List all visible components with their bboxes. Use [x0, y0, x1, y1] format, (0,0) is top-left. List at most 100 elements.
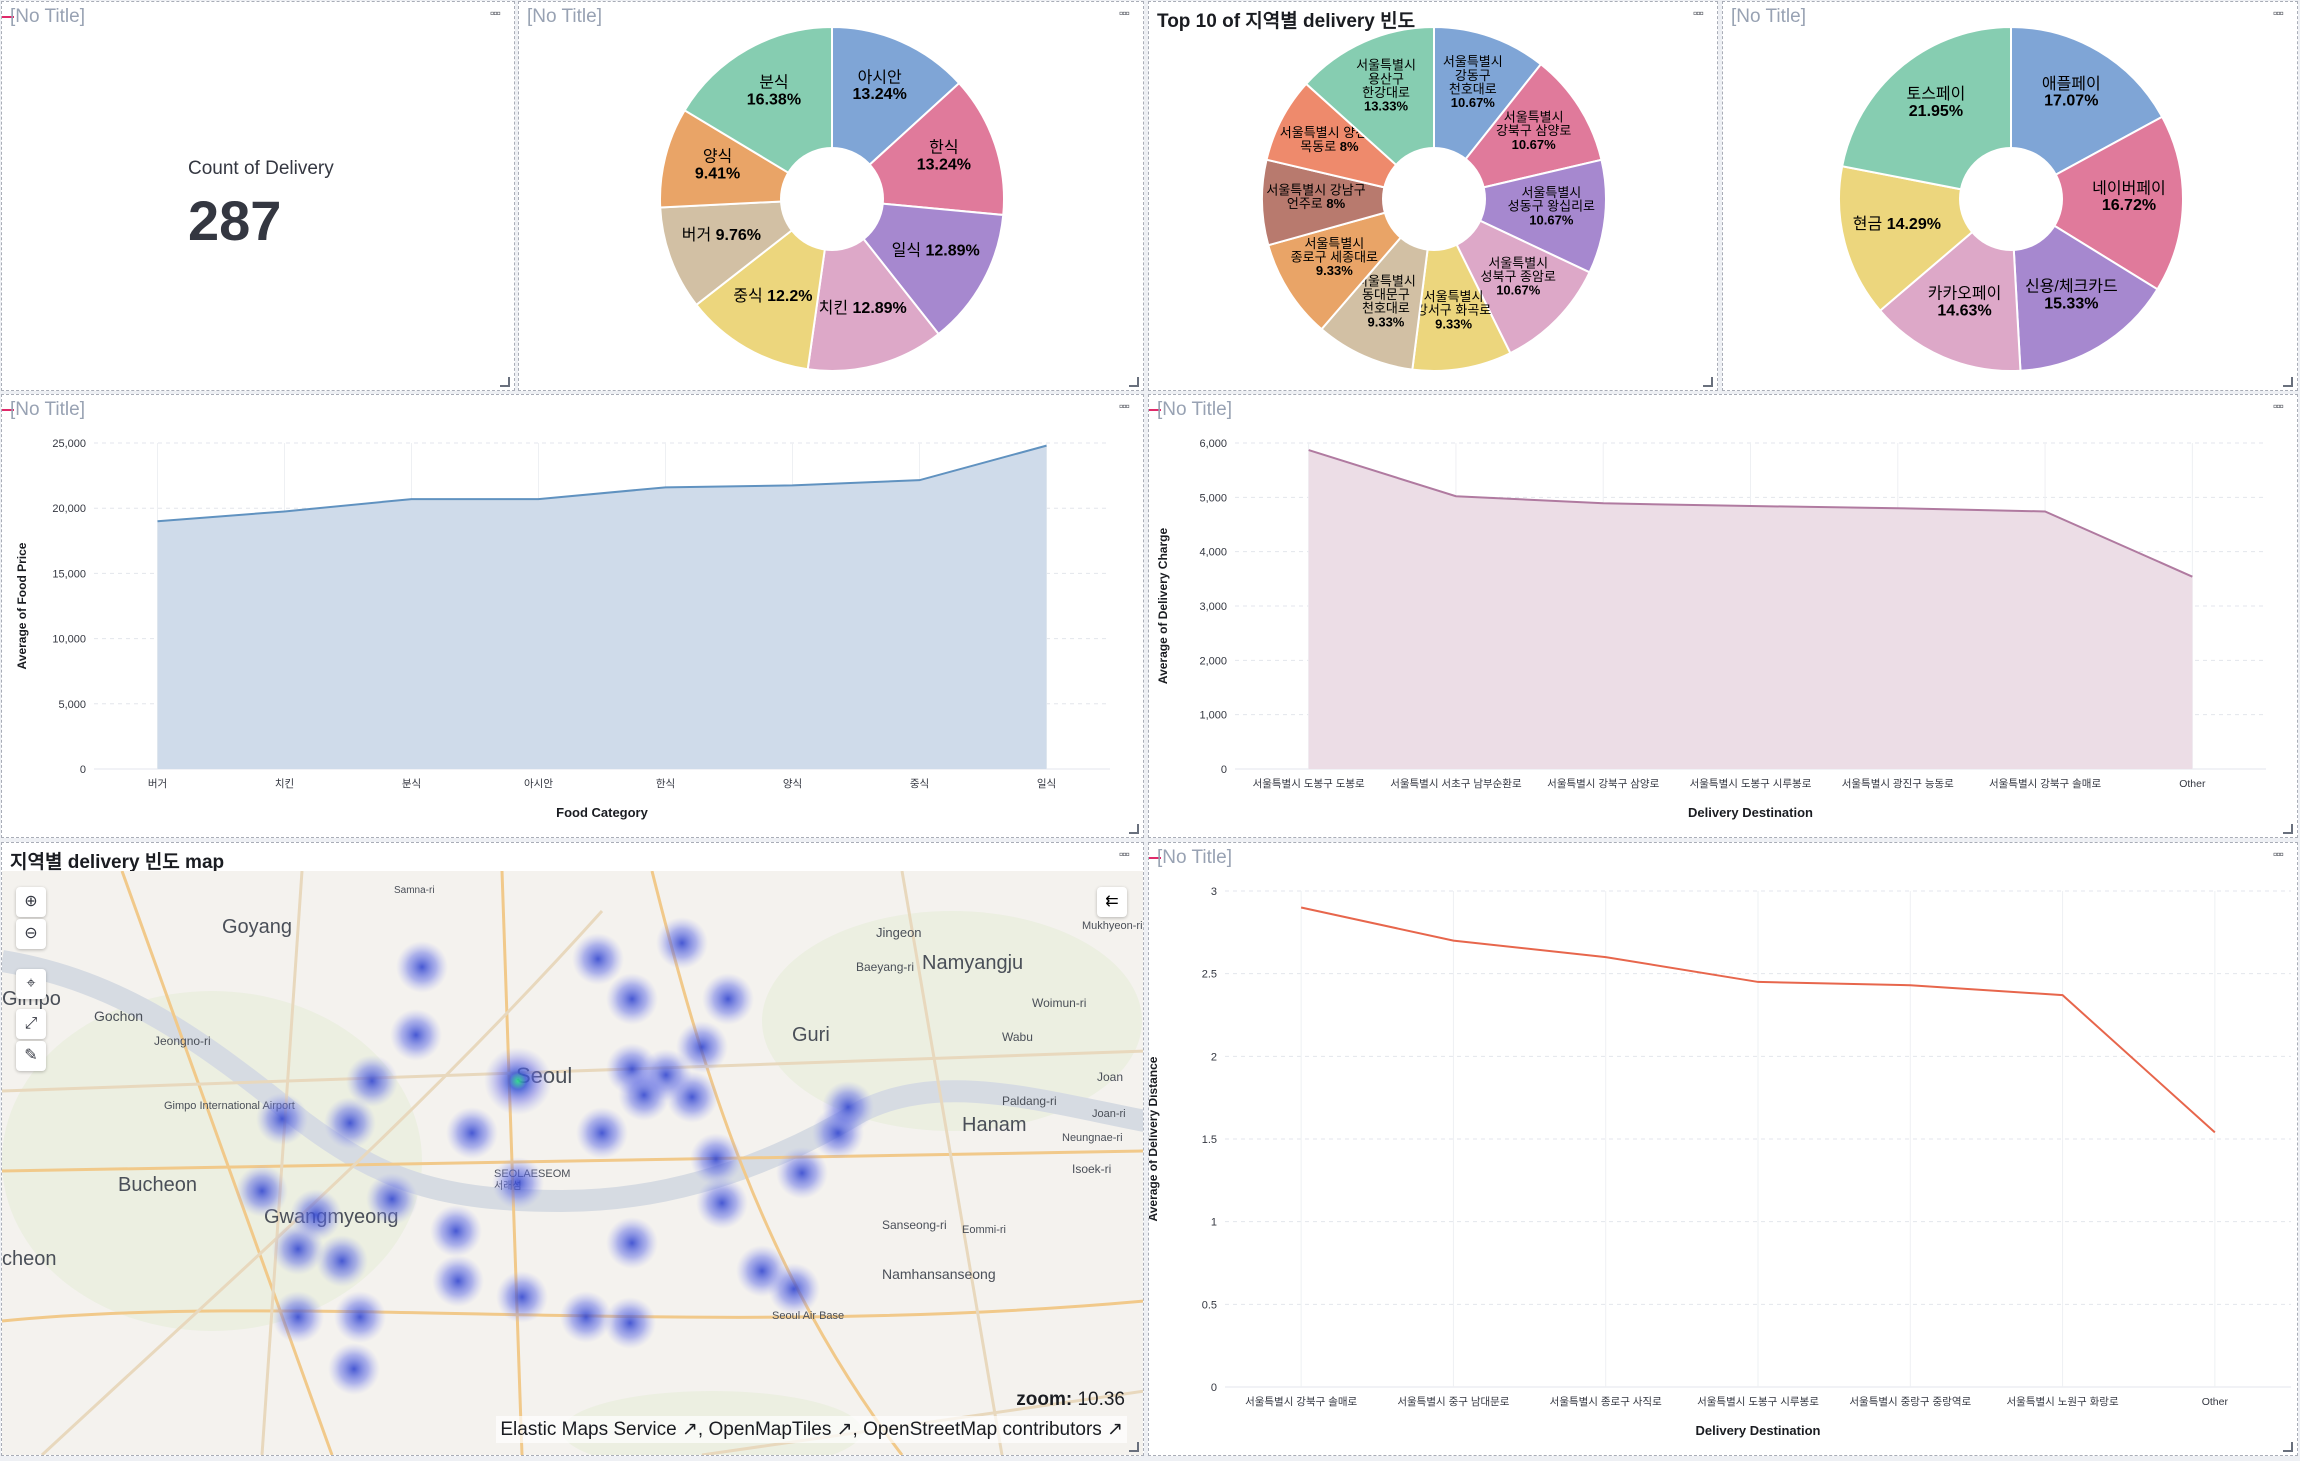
- line-distance-chart: 0 0.5 1 1.5 2 2.5 3 서울특별시 강북구 솔매로 서울특별시 중구 남대문로 서…: [1149, 886, 2291, 1438]
- panel-title: [No Title]: [10, 6, 85, 27]
- heat-point: [324, 1097, 376, 1149]
- attribution-link[interactable]: OpenMapTiles: [708, 1419, 832, 1440]
- panel-title: [No Title]: [1157, 847, 1232, 868]
- x-tick-label: 서울특별시 도봉구 시루봉로: [1697, 1396, 1819, 1408]
- pie-pay-panel: [No Title] ▫▫▫ 애플페이 17.07% 네이버페이 16.72% 신용/체…: [1722, 1, 2298, 391]
- zoom-out-button[interactable]: ⊖: [16, 919, 46, 949]
- area-charge-panel: [No Title] ▫▫▫ 0 1,000 2,000 3,000 4,000 5,00…: [1148, 394, 2298, 838]
- panel-options-button[interactable]: ▫▫▫: [1111, 848, 1137, 863]
- attribution-link[interactable]: OpenStreetMap contributors: [863, 1419, 1102, 1440]
- panel-options-button[interactable]: ▫▫▫: [1685, 7, 1711, 22]
- pie-slice: [683, 25, 833, 201]
- draw-tool-icon[interactable]: ✎: [16, 1041, 46, 1071]
- slice-label: 신용/체크카드 15.33%: [2025, 278, 2118, 313]
- resize-handle[interactable]: [1129, 377, 1139, 387]
- y-tick-label: 2.5: [1202, 969, 1217, 981]
- x-tick-label: 서울특별시 서초구 남부순환로: [1390, 778, 1522, 790]
- road: [900, 871, 1004, 1455]
- y-tick-label: 1: [1211, 1217, 1217, 1229]
- heat-point: [696, 1177, 748, 1229]
- legend-toggle-icon[interactable]: ⇇: [1097, 887, 1127, 917]
- slice-label: 중식 12.2%: [733, 287, 812, 305]
- panel-options-button[interactable]: ▫▫▫: [2265, 848, 2291, 863]
- place-label: Paldang-ri: [1002, 1094, 1057, 1108]
- panel-title: [No Title]: [1157, 399, 1232, 420]
- heat-point: [256, 1093, 308, 1145]
- x-tick-label: 치킨: [275, 778, 294, 790]
- donut-hole: [780, 147, 884, 251]
- attribution-link[interactable]: Elastic Maps Service: [500, 1419, 677, 1440]
- pie-slice: [2009, 115, 2184, 291]
- zoom-in-button[interactable]: ⊕: [16, 887, 46, 917]
- y-tick-label: 20,000: [52, 503, 86, 515]
- x-tick-label: 버거: [148, 778, 167, 790]
- place-label: Isoek-ri: [1072, 1162, 1111, 1176]
- line-distance-panel: [No Title] ▫▫▫ 0 0.5 1 1.5 2 2.5 3 서울특별시 강북구 솔매…: [1148, 842, 2298, 1456]
- resize-handle[interactable]: [2283, 1442, 2293, 1452]
- heat-point: [290, 1189, 342, 1241]
- metric-label: Count of Delivery: [188, 158, 334, 179]
- x-tick-label: 서울특별시 강북구 삼양로: [1547, 778, 1659, 790]
- heat-point: [560, 1291, 612, 1343]
- heat-point: [690, 1133, 742, 1185]
- x-tick-label: 서울특별시 도봉구 도봉로: [1253, 778, 1365, 790]
- resize-handle[interactable]: [500, 377, 510, 387]
- slice-label: 서울특별시 용산구 한강대로 13.33%: [1356, 58, 1416, 114]
- slice-label: 서울특별시 동대문구 천호대로 9.33%: [1356, 273, 1416, 329]
- place-label: Mukhyeon-ri: [1082, 920, 1143, 932]
- pie-food-panel: [No Title] ▫▫▫ 아시안 13.24% 한식 13.24% 일식 12.89…: [518, 1, 1144, 391]
- metric-panel: [No Title] ▫▫▫ Count of Delivery 287: [1, 1, 515, 391]
- measure-icon[interactable]: ⤢: [16, 1009, 46, 1039]
- heat-point: [606, 973, 658, 1025]
- heat-point: [618, 1069, 670, 1121]
- y-tick-label: 4,000: [1199, 547, 1227, 559]
- panel-accent: [1149, 857, 1161, 859]
- slice-label: 치킨 12.89%: [819, 299, 907, 317]
- heat-point: [272, 1291, 324, 1343]
- area-fill: [1308, 450, 2193, 769]
- resize-handle[interactable]: [1129, 824, 1139, 834]
- heat-point: [576, 1107, 628, 1159]
- panel-title: [No Title]: [1731, 6, 1806, 27]
- place-label: Wabu: [1002, 1030, 1033, 1044]
- panel-options-button[interactable]: ▫▫▫: [2265, 400, 2291, 415]
- heat-point: [496, 1271, 548, 1323]
- resize-handle[interactable]: [2283, 377, 2293, 387]
- slice-label: 네이버페이 16.72%: [2092, 179, 2166, 214]
- y-tick-label: 0: [1221, 764, 1227, 776]
- heat-point: [346, 1055, 398, 1107]
- heat-point: [484, 1047, 552, 1115]
- place-label: Guri: [792, 1024, 830, 1046]
- x-tick-label: 서울특별시 중랑구 중랑역로: [1849, 1396, 1971, 1408]
- heat-point: [432, 1255, 484, 1307]
- pie-region-panel: Top 10 of 지역별 delivery 빈도 ▫▫▫ 서울특별시 강동구 천호…: [1148, 1, 1718, 391]
- resize-handle[interactable]: [1129, 1442, 1139, 1452]
- resize-handle[interactable]: [1703, 377, 1713, 387]
- place-label: Hanam: [962, 1114, 1026, 1136]
- locate-icon[interactable]: ⌖: [16, 969, 46, 999]
- metric-value: 287: [188, 189, 282, 252]
- heatmap-map[interactable]: GoyangNamyangjuGuriSeoulHanamBucheonGwan…: [2, 871, 1144, 1455]
- heat-point: [604, 1297, 656, 1349]
- x-tick-label: 중식: [910, 778, 929, 790]
- y-axis-label: Average of Delivery Charge: [1156, 528, 1170, 685]
- slice-label: 서울특별시 성동구 왕십리로 10.67%: [1508, 185, 1595, 227]
- panel-options-button[interactable]: ▫▫▫: [1111, 7, 1137, 22]
- green-area: [762, 911, 1142, 1131]
- panel-title: Top 10 of 지역별 delivery 빈도: [1157, 11, 1416, 32]
- panel-options-button[interactable]: ▫▫▫: [482, 7, 508, 22]
- slice-label: 서울특별시 성북구 종암로 10.67%: [1481, 255, 1556, 297]
- panel-options-button[interactable]: ▫▫▫: [1111, 400, 1137, 415]
- panel-options-button[interactable]: ▫▫▫: [2265, 7, 2291, 22]
- y-tick-label: 5,000: [1199, 492, 1227, 504]
- y-tick-label: 6,000: [1199, 438, 1227, 450]
- pie-slice: [2009, 197, 2159, 372]
- pie-slice: [1840, 25, 2012, 201]
- resize-handle[interactable]: [2283, 824, 2293, 834]
- road: [2, 1149, 1143, 1173]
- place-label: Jingeon: [876, 925, 922, 940]
- slice-label: 아시안 13.24%: [853, 68, 907, 103]
- slice-label: 현금 14.29%: [1853, 215, 1941, 233]
- slice-label: 일식 12.89%: [892, 241, 980, 259]
- panel-accent: [1149, 409, 1161, 411]
